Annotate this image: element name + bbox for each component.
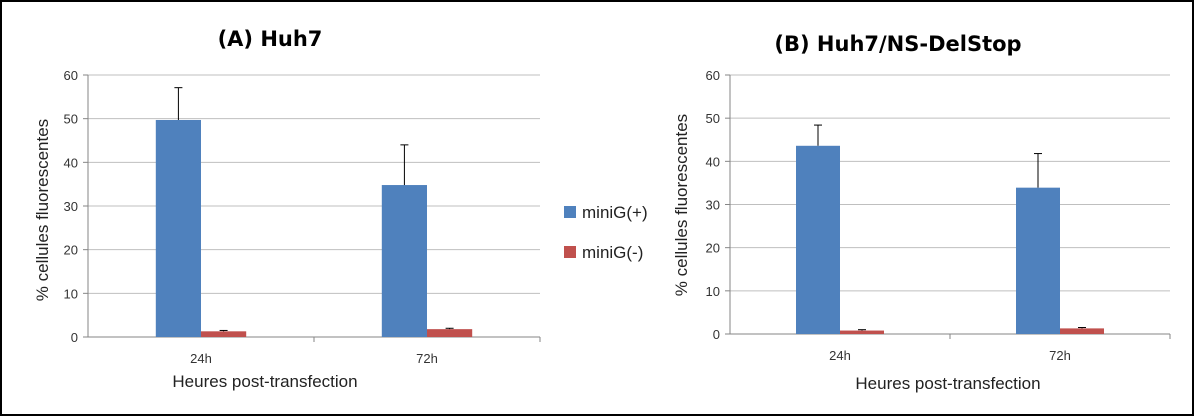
- chart-a-ytick-label: 30: [64, 199, 78, 214]
- chart-a-ytick-label: 60: [64, 68, 78, 83]
- chart-b-ytick-label: 20: [706, 241, 720, 256]
- chart-a-ytick-label: 20: [64, 243, 78, 258]
- chart-b-xtick-label: 72h: [1049, 348, 1071, 363]
- legend-label-miniG-minus: miniG(-): [582, 243, 643, 262]
- chart-a-bar: [381, 185, 427, 337]
- chart-a-xtick-label: 24h: [190, 351, 212, 366]
- chart-a-xlabel: Heures post-transfection: [172, 372, 357, 391]
- chart-b-xtick-label: 24h: [829, 348, 851, 363]
- legend-swatch-miniG-plus: [564, 206, 576, 218]
- chart-b-ytick-label: 50: [706, 111, 720, 126]
- chart-a: (A) Huh7 Heures post-transfection % cell…: [33, 27, 541, 391]
- chart-b-xlabel: Heures post-transfection: [855, 374, 1040, 393]
- chart-b-bar: [1016, 187, 1060, 334]
- chart-a-ylabel: % cellules fluorescentes: [33, 119, 52, 301]
- chart-a-title: (A) Huh7: [218, 27, 323, 51]
- chart-b-ytick-label: 30: [706, 198, 720, 213]
- chart-b-ytick-label: 0: [713, 327, 720, 342]
- chart-b: (B) Huh7/NS-DelStop Heures post-transfec…: [672, 32, 1171, 393]
- chart-b-ylabel: % cellules fluorescentes: [672, 114, 691, 296]
- chart-a-ytick-label: 10: [64, 286, 78, 301]
- chart-a-bar: [201, 331, 247, 337]
- chart-b-bar: [1060, 328, 1104, 334]
- chart-a-bar: [155, 119, 201, 337]
- chart-b-ytick-label: 10: [706, 284, 720, 299]
- legend-label-miniG-plus: miniG(+): [582, 203, 648, 222]
- chart-a-xtick-label: 72h: [416, 351, 438, 366]
- chart-b-ytick-label: 60: [706, 68, 720, 83]
- legend-swatch-miniG-minus: [564, 246, 576, 258]
- chart-a-ytick-label: 50: [64, 112, 78, 127]
- chart-a-ytick-label: 40: [64, 155, 78, 170]
- chart-b-ytick-label: 40: [706, 154, 720, 169]
- chart-b-title: (B) Huh7/NS-DelStop: [774, 32, 1021, 56]
- chart-a-bar: [427, 329, 473, 337]
- chart-b-bar: [796, 145, 840, 334]
- chart-a-ytick-label: 0: [71, 330, 78, 345]
- chart-b-bar: [840, 330, 884, 334]
- legend: miniG(+) miniG(-): [564, 203, 648, 262]
